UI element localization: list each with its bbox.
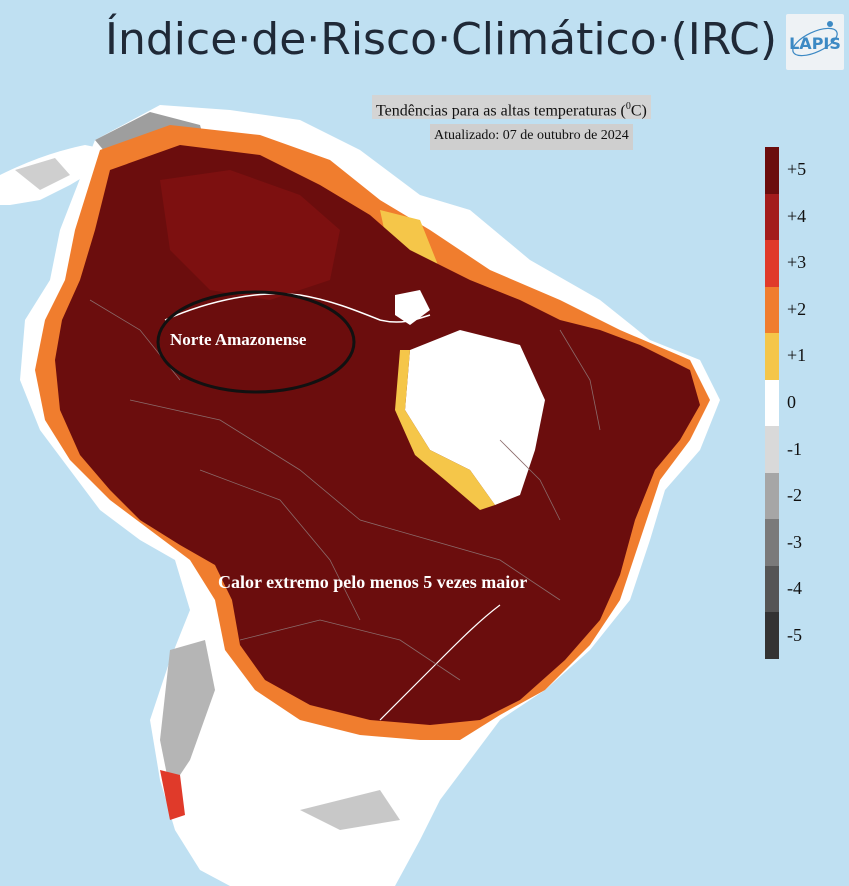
gray-patch-west bbox=[160, 640, 215, 790]
legend-label: -1 bbox=[787, 438, 802, 459]
color-legend: +5 +4 +3 +2 +1 0 -1 -2 -3 -4 -5 bbox=[765, 147, 806, 659]
legend-label: +4 bbox=[787, 205, 807, 226]
updated-date: Atualizado: 07 de outubro de 2024 bbox=[430, 124, 633, 150]
legend-swatch bbox=[765, 612, 779, 659]
extreme-region-dark bbox=[160, 170, 340, 300]
gray-patch-south bbox=[300, 790, 400, 830]
legend-swatch bbox=[765, 333, 779, 380]
annotation-norte-amazonense: Norte Amazonense bbox=[170, 330, 307, 349]
white-spot-north bbox=[395, 290, 430, 325]
legend-swatch bbox=[765, 379, 779, 427]
country-borders bbox=[89, 299, 601, 681]
logo-mark-icon bbox=[792, 21, 838, 57]
legend-label: 0 bbox=[787, 392, 796, 412]
legend-swatch bbox=[765, 426, 779, 473]
legend-label: -4 bbox=[787, 578, 802, 599]
page-title: Índice·de·Risco·Climático·(IRC) bbox=[105, 14, 778, 65]
amazon-river bbox=[164, 292, 431, 323]
neutral-interior-fringe bbox=[395, 350, 495, 510]
map-subtitle: Tendências para as altas temperaturas (0… bbox=[372, 95, 651, 119]
river-south bbox=[379, 604, 501, 721]
neutral-interior bbox=[405, 330, 545, 505]
highlight-ellipse bbox=[156, 290, 356, 394]
annotation-calor-extremo: Calor extremo pelo menos 5 vezes maior bbox=[218, 572, 528, 592]
legend-label: +3 bbox=[787, 252, 807, 273]
legend-swatch bbox=[765, 147, 779, 194]
fringe-red-coast bbox=[160, 770, 185, 820]
legend-swatch bbox=[765, 193, 779, 241]
logo-text: LAPIS bbox=[789, 34, 841, 53]
legend-label: -5 bbox=[787, 624, 802, 645]
legend-swatch bbox=[765, 286, 779, 334]
legend-label: +2 bbox=[787, 298, 807, 319]
legend-swatch bbox=[765, 472, 779, 520]
legend-label: +5 bbox=[787, 159, 807, 180]
legend-label: +1 bbox=[787, 345, 807, 366]
central-america-land-gray bbox=[15, 158, 70, 190]
legend-label: -2 bbox=[787, 485, 802, 506]
legend-swatch bbox=[765, 519, 779, 566]
lapis-logo: LAPIS bbox=[786, 14, 844, 70]
legend-label: -3 bbox=[787, 531, 802, 552]
legend-swatch bbox=[765, 240, 779, 287]
legend-swatch bbox=[765, 565, 779, 613]
